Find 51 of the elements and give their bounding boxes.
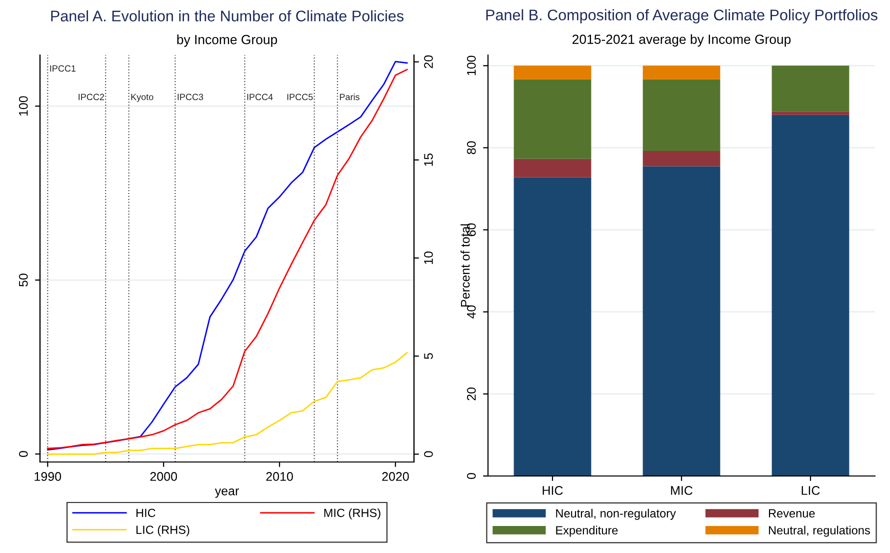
bar xyxy=(642,66,720,80)
y-tick-label: 80 xyxy=(466,141,476,154)
bar xyxy=(772,112,850,115)
y-tick-label: 50 xyxy=(18,274,28,287)
ref-line-label: IPCC2 xyxy=(78,94,104,100)
bar xyxy=(642,79,720,152)
legend-label: MIC (RHS) xyxy=(324,508,380,520)
legend-label: Neutral, non-regulatory xyxy=(556,508,676,520)
ref-line-label: IPCC5 xyxy=(287,94,313,100)
chart-title: Panel B. Composition of Average Climate Policy Portfolios xyxy=(486,9,878,24)
x-tick-label: 2020 xyxy=(382,472,409,481)
x-axis-title: year xyxy=(214,488,239,498)
bar xyxy=(772,66,850,112)
chart-title: Panel A. Evolution in the Number of Climate Policies xyxy=(51,10,404,22)
y-tick-label: 0 xyxy=(18,451,28,457)
y2-tick-label: 20 xyxy=(424,55,433,68)
x-tick-label: LIC xyxy=(802,486,820,495)
y2-tick-label: 10 xyxy=(424,252,433,264)
x-tick-label: 1990 xyxy=(34,472,62,481)
legend-label: Revenue xyxy=(768,509,815,518)
y-tick-label: 20 xyxy=(466,387,476,400)
legend-label: Expenditure xyxy=(556,526,618,537)
bar xyxy=(514,177,592,476)
legend-label: HIC xyxy=(136,508,156,518)
bar xyxy=(514,158,592,178)
ref-line-label: Paris xyxy=(340,94,360,100)
chart-subtitle: by Income Group xyxy=(177,34,278,47)
y-tick-label: 100 xyxy=(18,96,28,116)
y2-tick-label: 0 xyxy=(424,451,433,458)
bar xyxy=(514,79,592,159)
chart-subtitle: 2015-2021 average by Income Group xyxy=(572,34,791,47)
ref-line-label: IPCC1 xyxy=(50,65,76,72)
ref-line-label: IPCC4 xyxy=(247,94,273,100)
y-tick-label: 100 xyxy=(466,56,476,76)
x-tick-label: MIC xyxy=(671,486,692,495)
bar xyxy=(514,66,592,80)
y2-tick-label: 5 xyxy=(424,353,433,360)
y-tick-label: 0 xyxy=(466,473,476,479)
x-tick-label: 2010 xyxy=(266,472,293,481)
y-tick-label: 40 xyxy=(466,305,476,319)
x-tick-label: 2000 xyxy=(150,472,177,481)
bar xyxy=(642,166,720,476)
x-tick-label: HIC xyxy=(542,486,563,495)
legend-label: Neutral, regulations xyxy=(768,526,870,537)
ref-line-label: IPCC3 xyxy=(178,94,204,100)
bar xyxy=(642,151,720,166)
ref-line-label: Kyoto xyxy=(131,94,154,102)
y2-tick-label: 15 xyxy=(424,154,433,166)
legend-label: LIC (RHS) xyxy=(136,525,190,536)
line-series xyxy=(46,352,408,455)
bar xyxy=(772,114,850,476)
